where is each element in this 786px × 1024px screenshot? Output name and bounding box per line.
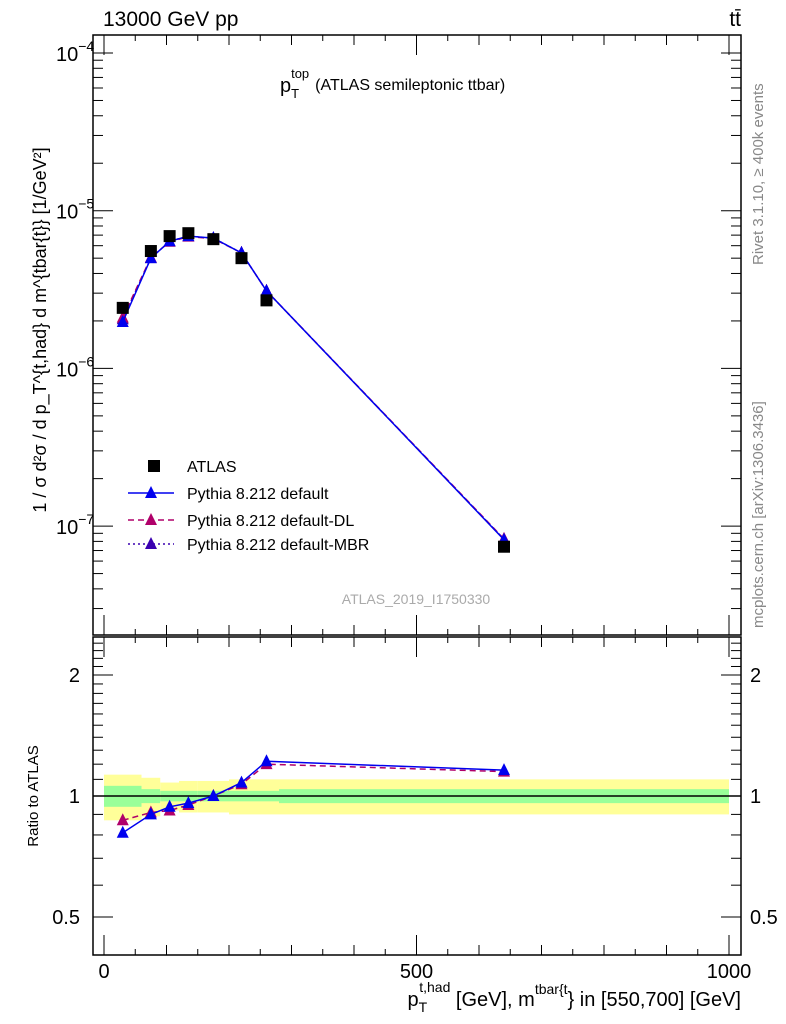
ratio-y-tick-label: 0.5	[52, 907, 80, 929]
y-tick-label: 10−7	[56, 511, 94, 539]
ratio-point-triangle	[235, 775, 248, 788]
y-tick-exponent: −7	[78, 511, 94, 527]
xlabel-sup: t,had	[419, 979, 450, 995]
data-point-square	[260, 294, 273, 307]
xlabel-sup2: tbar{t	[535, 981, 568, 997]
legend-marker-square	[148, 460, 160, 472]
legend-marker-triangle	[145, 537, 157, 549]
y-tick-exponent: −4	[78, 38, 94, 54]
legend-label: ATLAS	[187, 459, 237, 476]
y-tick-exponent: −5	[78, 196, 94, 212]
ratio-y-axis-label: Ratio to ATLAS	[25, 745, 42, 846]
ratio-point-triangle	[116, 825, 129, 838]
ratio-point-triangle	[163, 799, 176, 812]
y-tick-label: 10−4	[56, 38, 94, 66]
data-point-square	[163, 230, 176, 243]
data-point-square	[207, 233, 220, 246]
main-title: pTtop (ATLAS semileptonic ttbar)	[280, 66, 505, 101]
ratio-point-triangle	[116, 813, 129, 826]
y-tick-exponent: −6	[78, 353, 94, 369]
data-point-square	[235, 252, 248, 265]
title-sup: top	[291, 66, 309, 81]
y-tick-label: 10−5	[56, 196, 94, 224]
header-final-state: tt̄	[729, 8, 741, 31]
data-point-square	[144, 245, 157, 258]
data-point-triangle	[144, 251, 157, 264]
data-point-square	[498, 540, 510, 553]
x-tick-label: 1000	[707, 961, 752, 983]
data-point-triangle	[116, 314, 129, 327]
y-tick-mantissa: 10	[56, 359, 78, 381]
title-rest: (ATLAS semileptonic ttbar)	[315, 77, 505, 94]
x-axis-label: pTt,had [GeV], mtbar{t} in [550,700] [Ge…	[408, 979, 741, 1015]
header-process: 13000 GeV pp	[103, 8, 238, 31]
ratio-point-triangle	[144, 807, 157, 820]
title-sub: T	[291, 86, 299, 101]
y-tick-label: 10−6	[56, 353, 94, 381]
xlabel-mid: [GeV], m	[450, 989, 534, 1011]
y-axis-label: 1 / σ d²σ / d p_T^{t,had} d m^{tbar{t}} …	[30, 147, 51, 512]
ratio-y-tick-label: 2	[69, 665, 80, 687]
ratio-y-tick-label-right: 1	[750, 786, 761, 808]
xlabel-p: p	[408, 989, 419, 1011]
ratio-point-triangle	[498, 763, 510, 776]
ratio-point-triangle	[260, 754, 273, 767]
data-point-square	[182, 227, 195, 240]
y-tick-mantissa: 10	[56, 517, 78, 539]
legend: ATLAS Pythia 8.212 default Pythia 8.212 de…	[128, 459, 369, 554]
ratio-y-tick-label-right: 2	[750, 665, 761, 687]
mcplots-label: mcplots.cern.ch [arXiv:1306.3436]	[750, 401, 767, 628]
data-point-triangle	[260, 283, 273, 296]
data-point-square	[116, 301, 129, 314]
ratio-y-tick-label: 1	[69, 786, 80, 808]
x-tick-label: 500	[400, 961, 433, 983]
legend-label: Pythia 8.212 default-MBR	[187, 537, 369, 554]
watermark: ATLAS_2019_I1750330	[342, 591, 491, 607]
legend-label: Pythia 8.212 default	[187, 486, 329, 503]
xlabel-rest: } in [550,700] [GeV]	[568, 989, 741, 1011]
rivet-label: Rivet 3.1.10, ≥ 400k events	[750, 83, 767, 265]
main-panel: 10−410−510−610−7	[56, 34, 742, 955]
legend-marker-triangle	[145, 513, 157, 525]
ratio-point-triangle	[182, 796, 195, 809]
legend-label: Pythia 8.212 default-DL	[187, 513, 354, 530]
ratio-point-triangle	[207, 789, 220, 801]
ratio-y-tick-label-right: 0.5	[750, 907, 778, 929]
y-tick-mantissa: 10	[56, 44, 78, 66]
x-tick-label: 0	[98, 961, 109, 983]
ratio-panel: 0 500 1000 0.5 0.5 1 1 2 2	[52, 636, 778, 983]
title-main: p	[280, 75, 291, 97]
xlabel-sub: T	[419, 999, 428, 1015]
y-tick-mantissa: 10	[56, 202, 78, 224]
legend-marker-triangle	[145, 486, 157, 498]
